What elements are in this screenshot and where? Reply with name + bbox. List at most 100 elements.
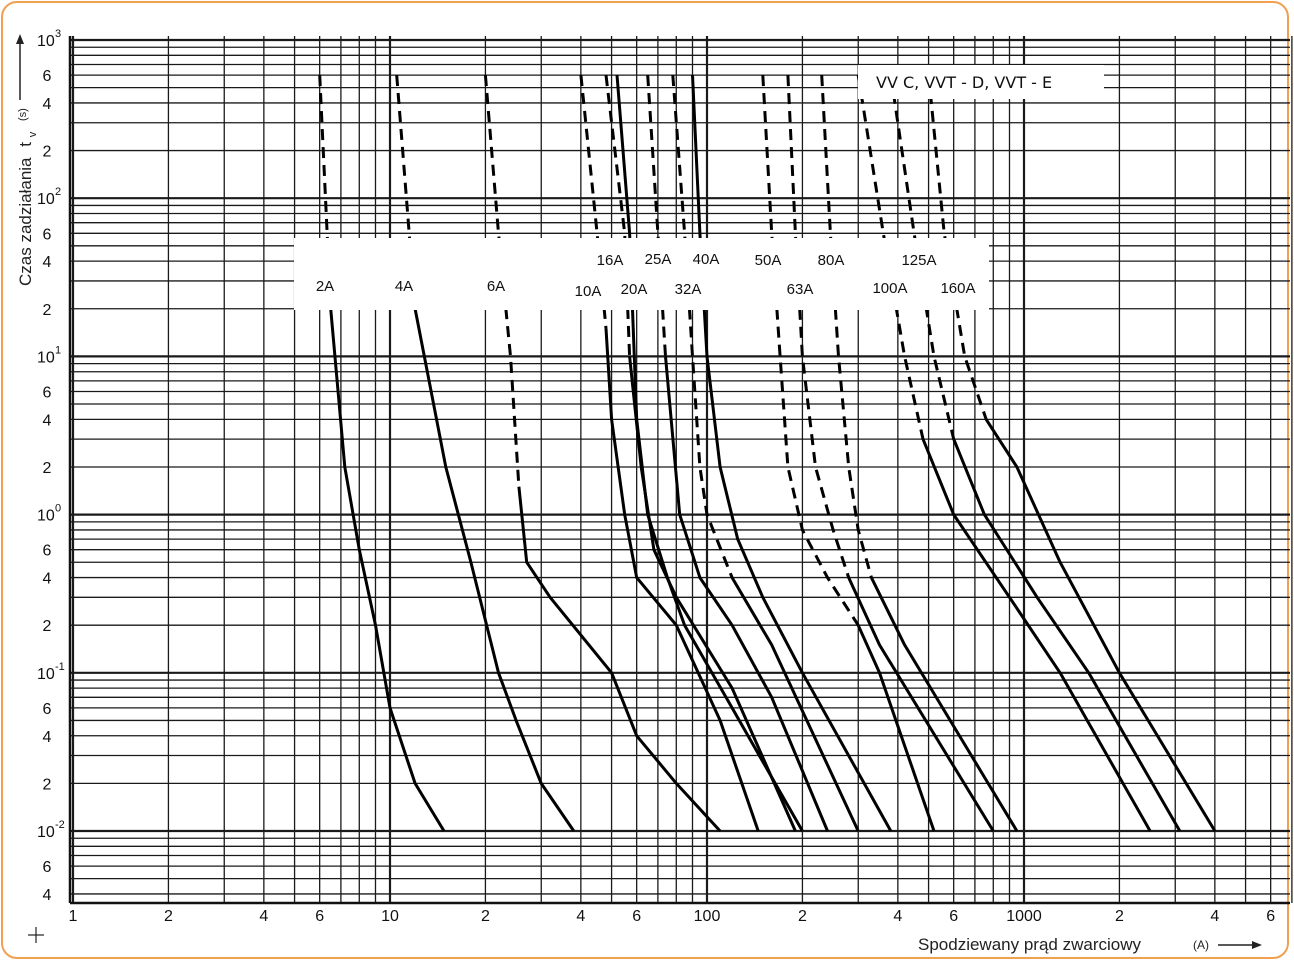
series-label-63A: 63A [787, 281, 814, 298]
crosshair-mark [28, 927, 44, 943]
curve-2A-solid [329, 308, 446, 832]
y-axis-title: Czas zadziałania t v (s) [16, 34, 40, 286]
curve-160A-solid [984, 418, 1217, 832]
y-tick-label: 10 [37, 191, 55, 208]
y-tick-label: 10 [37, 666, 55, 683]
curve-50A-dashed [761, 75, 860, 627]
series-label-2A: 2A [316, 278, 334, 295]
y-tick-label: 10 [37, 824, 55, 841]
legend-box [858, 65, 1104, 99]
y-tick-label: 2 [43, 302, 52, 319]
x-tick-label: 1000 [1006, 908, 1042, 925]
series-label-80A: 80A [818, 252, 845, 269]
x-tick-label: 100 [694, 908, 721, 925]
y-tick-exponent: 1 [55, 344, 61, 356]
x-axis-title: Spodziewany prąd zwarciowy (A) [918, 935, 1262, 954]
x-tick-label: 1 [69, 908, 78, 925]
y-axis-unit: (s) [17, 108, 29, 121]
curve-63A-dashed [786, 75, 851, 579]
y-tick-label: 10 [37, 508, 55, 525]
y-tick-exponent: 3 [55, 28, 61, 40]
x-tick-label: 2 [798, 908, 807, 925]
y-axis-prefix: Czas zadziałania [16, 157, 35, 286]
curve-32A-solid [730, 576, 860, 832]
curve-32A-dashed [671, 74, 734, 579]
curve-20A-solid [628, 356, 797, 832]
curve-25A-solid [664, 356, 829, 832]
y-tick-label: 4 [43, 887, 52, 904]
x-tick-label: 10 [381, 908, 399, 925]
x-axis-arrow-head [1252, 941, 1262, 949]
y-tick-label: 2 [43, 776, 52, 793]
y-tick-label: 6 [43, 543, 52, 560]
y-tick-label: 4 [43, 254, 52, 271]
curve-63A-solid [847, 576, 995, 832]
x-tick-label: 4 [259, 908, 268, 925]
y-tick-label: 10 [37, 33, 55, 50]
y-tick-label: 10 [37, 349, 55, 366]
series-label-125A: 125A [901, 252, 936, 269]
y-tick-label: 4 [43, 729, 52, 746]
y-tick-label: 2 [43, 618, 52, 635]
series-label-20A: 20A [621, 281, 648, 298]
y-tick-exponent: 2 [55, 186, 61, 198]
curve-80A-dashed [820, 75, 873, 579]
x-tick-label: 4 [1210, 908, 1219, 925]
x-tick-label: 6 [949, 908, 958, 925]
x-axis-title-text: Spodziewany prąd zwarciowy [918, 935, 1141, 954]
x-tick-label: 4 [576, 908, 585, 925]
curve-40A-solid [691, 75, 893, 832]
y-tick-exponent: -2 [55, 819, 65, 831]
y-axis-subscript: v [27, 131, 39, 137]
label-band-bg [294, 238, 989, 310]
y-tick-label: 4 [43, 96, 52, 113]
grid [68, 36, 1293, 905]
y-tick-exponent: 0 [55, 503, 61, 515]
y-tick-label: 6 [43, 859, 52, 876]
series-label-6A: 6A [487, 278, 505, 295]
series-label-25A: 25A [645, 251, 672, 268]
series-label-100A: 100A [872, 280, 907, 297]
curve-16A-solid [615, 74, 804, 832]
x-tick-label: 2 [1115, 908, 1124, 925]
curves [318, 74, 1217, 833]
y-axis-title-text: Czas zadziałania t v (s) [16, 108, 40, 286]
curve-6A-solid [517, 486, 722, 833]
y-axis-symbol: t [16, 142, 35, 147]
series-label-32A: 32A [675, 281, 702, 298]
x-tick-label: 6 [1266, 908, 1275, 925]
y-tick-label: 4 [43, 571, 52, 588]
curve-2A-dashed [318, 75, 333, 309]
series-label-4A: 4A [395, 278, 413, 295]
curve-80A-solid [870, 576, 1019, 832]
curve-25A-dashed [646, 75, 667, 357]
label-band [294, 238, 989, 310]
y-tick-label: 6 [43, 226, 52, 243]
curve-20A-dashed [604, 74, 632, 357]
curve-4A-solid [413, 308, 576, 832]
curve-10A-solid [604, 328, 760, 832]
y-axis-arrow-head [16, 34, 24, 44]
y-tick-label: 6 [43, 701, 52, 718]
y-tick-label: 6 [43, 384, 52, 401]
curve-125A-solid [952, 438, 1182, 832]
y-tick-label: 2 [43, 144, 52, 161]
y-tick-label: 6 [43, 68, 52, 85]
x-tick-label: 2 [164, 908, 173, 925]
y-tick-label: 4 [43, 412, 52, 429]
x-axis-unit: (A) [1193, 938, 1209, 952]
x-tick-label: 6 [315, 908, 324, 925]
x-tick-label: 4 [893, 908, 902, 925]
legend-text: VV C, VVT - D, VVT - E [876, 73, 1052, 92]
series-label-16A: 16A [597, 252, 624, 269]
curve-50A-solid [856, 624, 936, 832]
series-label-10A: 10A [575, 283, 602, 300]
y-tick-label: 2 [43, 460, 52, 477]
series-label-160A: 160A [940, 280, 975, 297]
curve-100A-solid [921, 438, 1152, 832]
series-label-50A: 50A [755, 252, 782, 269]
